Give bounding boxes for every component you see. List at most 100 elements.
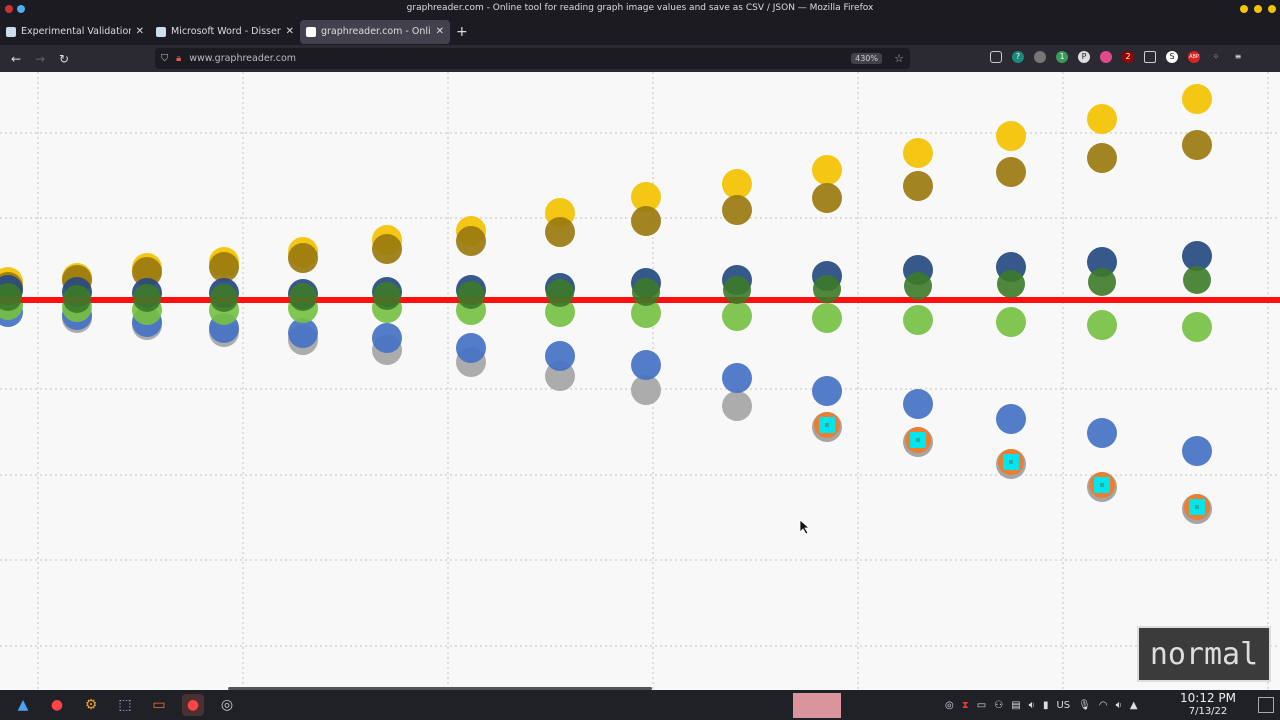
brown-point bbox=[631, 206, 661, 236]
mode-indicator: normal bbox=[1137, 626, 1271, 682]
pink-icon[interactable] bbox=[1100, 51, 1112, 63]
darkgreen-point bbox=[632, 278, 660, 306]
tray-expand-icon[interactable]: ▲ bbox=[1129, 699, 1138, 711]
volume-icon[interactable]: 🔉︎ bbox=[1115, 699, 1122, 711]
cyan-marker-center bbox=[1100, 483, 1104, 487]
tab-experimental-validation[interactable]: Experimental Validation of✕ bbox=[0, 20, 150, 44]
darkgreen-point bbox=[1183, 266, 1211, 294]
clipboard-icon[interactable]: ▤ bbox=[1011, 699, 1021, 711]
app-launcher-icon[interactable]: ▲ bbox=[17, 697, 29, 713]
brown-point bbox=[545, 217, 575, 247]
s-icon[interactable]: S bbox=[1166, 51, 1178, 63]
ublock-badge-2[interactable]: 2 bbox=[1122, 51, 1134, 63]
p-icon[interactable]: P bbox=[1078, 51, 1090, 63]
yellow-point bbox=[631, 182, 661, 212]
wifi-icon[interactable]: ◠ bbox=[1098, 699, 1108, 711]
reader-icon[interactable] bbox=[1144, 51, 1156, 63]
battery-icon[interactable]: ▮ bbox=[1042, 699, 1049, 711]
obs-icon[interactable]: ◎ bbox=[220, 697, 234, 713]
close-window-button[interactable] bbox=[1268, 5, 1276, 13]
window-button[interactable] bbox=[793, 693, 841, 718]
keyboard-layout[interactable]: US bbox=[1056, 699, 1071, 711]
cyan-marker-center bbox=[825, 423, 829, 427]
maximize-button[interactable] bbox=[1254, 5, 1262, 13]
brown-point bbox=[1182, 130, 1212, 160]
audio-icon[interactable]: 🔉︎ bbox=[1028, 699, 1035, 711]
reload-button[interactable]: ↻ bbox=[58, 51, 70, 66]
horizontal-scrollbar[interactable] bbox=[228, 687, 652, 690]
tab-microsoft-word[interactable]: Microsoft Word - Dissertati✕ bbox=[150, 20, 300, 44]
blue-point bbox=[722, 363, 752, 393]
page-icon bbox=[156, 26, 166, 37]
cyan-marker-center bbox=[1009, 460, 1013, 464]
clock[interactable]: 10:12 PM 7/13/22 bbox=[1180, 691, 1236, 718]
darkgreen-point bbox=[0, 283, 22, 311]
darkgreen-point bbox=[373, 282, 401, 310]
extensions-toolbar: ? 1 P 2 S ABP ⁘ ≡ bbox=[990, 51, 1244, 63]
file-manager-icon[interactable]: ▭ bbox=[152, 697, 166, 713]
brown-point bbox=[288, 243, 318, 273]
pocket-icon[interactable] bbox=[990, 51, 1002, 63]
blue-point bbox=[1182, 436, 1212, 466]
lightgreen-point bbox=[722, 301, 752, 331]
tab-graphreader[interactable]: graphreader.com - Online t✕ bbox=[300, 19, 450, 44]
gray-point bbox=[631, 375, 661, 405]
back-button[interactable]: ← bbox=[10, 51, 22, 66]
yellow-point bbox=[722, 169, 752, 199]
terminal-icon[interactable]: ▭ bbox=[976, 699, 987, 711]
new-tab-button[interactable]: + bbox=[456, 23, 468, 40]
navigation-bar: ← → ↻ ⛉ 🔒︎ www.graphreader.com 430% ☆ ? … bbox=[0, 45, 1280, 72]
extension-badge-1[interactable]: 1 bbox=[1056, 51, 1068, 63]
abp-icon[interactable]: ABP bbox=[1188, 51, 1200, 63]
shield-icon[interactable]: ⛉ bbox=[161, 53, 169, 64]
darkgreen-point bbox=[813, 275, 841, 303]
lightgreen-point bbox=[812, 303, 842, 333]
darkgreen-point bbox=[997, 270, 1025, 298]
help-icon[interactable]: ? bbox=[1012, 51, 1024, 63]
yellow-point bbox=[903, 138, 933, 168]
close-tab-icon[interactable]: ✕ bbox=[285, 26, 294, 37]
menu-icon[interactable]: ≡ bbox=[1234, 52, 1242, 61]
settings-icon[interactable]: ⚙ bbox=[84, 697, 98, 713]
blue-point bbox=[631, 350, 661, 380]
darkgreen-point bbox=[723, 276, 751, 304]
forward-button[interactable]: → bbox=[34, 51, 46, 66]
user-icon[interactable]: ⚇ bbox=[994, 699, 1004, 711]
brown-point bbox=[903, 171, 933, 201]
yellow-point bbox=[996, 121, 1026, 151]
show-desktop-button[interactable] bbox=[1258, 697, 1274, 713]
brown-point bbox=[996, 157, 1026, 187]
url-bar[interactable]: ⛉ 🔒︎ www.graphreader.com 430% ☆ bbox=[155, 48, 910, 69]
bookmark-star-icon[interactable]: ☆ bbox=[894, 52, 904, 65]
cyan-marker-center bbox=[1195, 505, 1199, 509]
zoomed-graph-image[interactable] bbox=[0, 72, 1280, 690]
close-tab-icon[interactable]: ✕ bbox=[435, 26, 444, 37]
brown-point bbox=[456, 226, 486, 256]
darkgreen-point bbox=[1088, 268, 1116, 296]
blue-point bbox=[996, 404, 1026, 434]
microphone-icon[interactable]: 🎙︎ bbox=[1078, 699, 1091, 711]
spy-icon[interactable] bbox=[1034, 51, 1046, 63]
brown-point bbox=[1087, 143, 1117, 173]
lightgreen-point bbox=[996, 307, 1026, 337]
obs-tray-icon[interactable]: ◎ bbox=[945, 699, 954, 711]
yellow-point bbox=[812, 155, 842, 185]
brown-point bbox=[372, 234, 402, 264]
lightgreen-point bbox=[903, 305, 933, 335]
close-tab-icon[interactable]: ✕ bbox=[135, 26, 144, 37]
gray-point bbox=[722, 391, 752, 421]
dots-icon[interactable]: ⁘ bbox=[1212, 52, 1220, 61]
mouse-cursor bbox=[799, 519, 811, 535]
firefox-window-button[interactable]: ● bbox=[182, 694, 204, 716]
yellow-point bbox=[1182, 84, 1212, 114]
window-pin-icon[interactable] bbox=[17, 5, 25, 13]
firefox-icon[interactable]: ● bbox=[50, 697, 64, 713]
url-text: www.graphreader.com bbox=[189, 53, 297, 64]
minimize-button[interactable] bbox=[1240, 5, 1248, 13]
zoom-level-button[interactable]: 430% bbox=[851, 53, 882, 64]
timer-icon[interactable]: ⧗ bbox=[961, 699, 969, 711]
lock-icon[interactable]: 🔒︎ bbox=[176, 53, 182, 64]
system-tray: ◎ ⧗ ▭ ⚇ ▤ 🔉︎ ▮ US 🎙︎ ◠ 🔉︎ ▲ bbox=[945, 690, 1138, 720]
darkgreen-point bbox=[904, 272, 932, 300]
software-center-icon[interactable]: ⬚ bbox=[118, 697, 132, 713]
